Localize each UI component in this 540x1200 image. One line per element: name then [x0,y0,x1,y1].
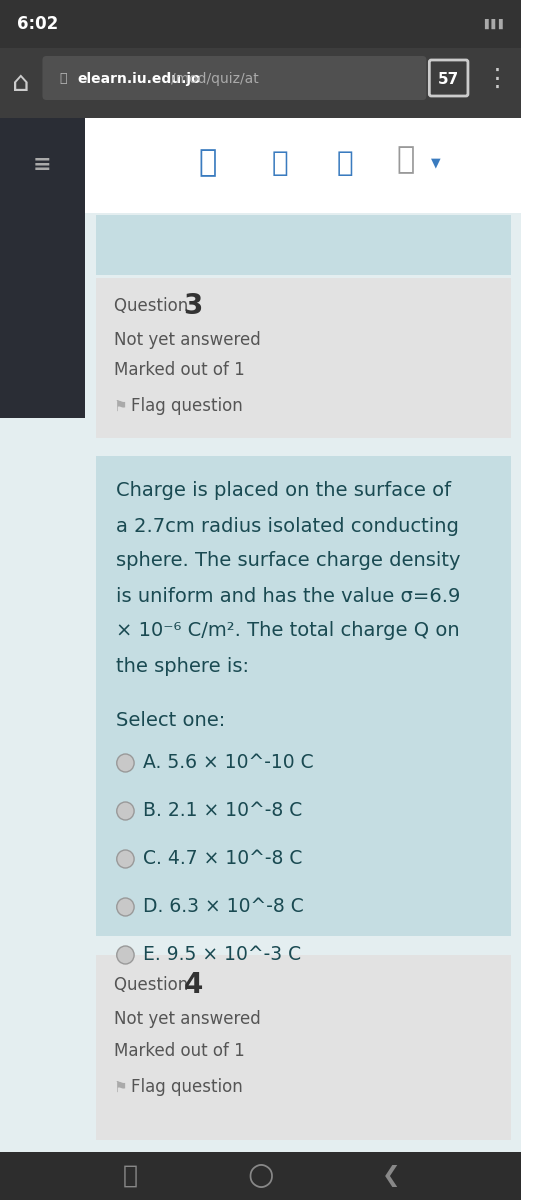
Text: /mod/quiz/at: /mod/quiz/at [171,72,259,86]
FancyBboxPatch shape [0,0,521,48]
Text: C. 4.7 × 10^-8 C: C. 4.7 × 10^-8 C [143,850,302,869]
Text: sphere. The surface charge density: sphere. The surface charge density [116,552,460,570]
FancyBboxPatch shape [0,1152,521,1200]
FancyBboxPatch shape [97,955,511,1140]
Text: ❮: ❮ [381,1165,400,1187]
Text: A. 5.6 × 10^-10 C: A. 5.6 × 10^-10 C [143,754,313,773]
Text: Marked out of 1: Marked out of 1 [114,361,245,379]
Text: 🔔: 🔔 [272,149,288,176]
Text: ○: ○ [247,1162,274,1190]
Circle shape [117,802,134,820]
Text: Question: Question [114,976,193,994]
Text: ≡: ≡ [33,155,52,175]
Text: 4: 4 [183,971,202,998]
Text: × 10⁻⁶ C/m². The total charge Q on: × 10⁻⁶ C/m². The total charge Q on [116,622,460,641]
Text: Select one:: Select one: [116,712,225,731]
Text: 57: 57 [438,72,459,86]
Text: the sphere is:: the sphere is: [116,656,249,676]
Text: ⚑: ⚑ [114,1080,127,1094]
Text: D. 6.3 × 10^-8 C: D. 6.3 × 10^-8 C [143,898,303,917]
Text: Charge is placed on the surface of: Charge is placed on the surface of [116,481,451,500]
Text: Question: Question [114,296,193,314]
Text: ▌▌▌: ▌▌▌ [484,19,507,29]
Text: ▼: ▼ [431,156,441,169]
Text: 🌐: 🌐 [198,149,217,178]
Text: Marked out of 1: Marked out of 1 [114,1042,245,1060]
Text: Not yet answered: Not yet answered [114,331,261,349]
FancyBboxPatch shape [97,456,511,936]
Text: 💬: 💬 [337,149,354,176]
FancyBboxPatch shape [43,56,427,100]
Text: Flag question: Flag question [131,1078,243,1096]
Circle shape [117,946,134,964]
Text: ⋮: ⋮ [484,67,509,91]
Text: B. 2.1 × 10^-8 C: B. 2.1 × 10^-8 C [143,802,302,821]
Text: Flag question: Flag question [131,397,243,415]
Text: ⦀: ⦀ [123,1164,138,1188]
Text: ⌂: ⌂ [12,68,30,97]
Text: ⚑: ⚑ [114,398,127,414]
Circle shape [117,754,134,772]
FancyBboxPatch shape [97,278,511,438]
Text: Not yet answered: Not yet answered [114,1010,261,1028]
FancyBboxPatch shape [0,118,85,418]
FancyBboxPatch shape [0,118,521,1200]
Text: a 2.7cm radius isolated conducting: a 2.7cm radius isolated conducting [116,516,458,535]
FancyBboxPatch shape [0,48,521,118]
FancyBboxPatch shape [85,118,521,214]
Text: 3: 3 [183,292,202,320]
FancyBboxPatch shape [97,215,511,275]
Text: elearn.iu.edu.jo: elearn.iu.edu.jo [77,72,201,86]
Text: 🔒: 🔒 [59,72,66,85]
Circle shape [117,898,134,916]
Circle shape [117,850,134,868]
Text: is uniform and has the value σ=6.9: is uniform and has the value σ=6.9 [116,587,460,606]
Text: 6:02: 6:02 [17,14,59,32]
Text: E. 9.5 × 10^-3 C: E. 9.5 × 10^-3 C [143,946,301,965]
Text: 👤: 👤 [396,145,414,174]
